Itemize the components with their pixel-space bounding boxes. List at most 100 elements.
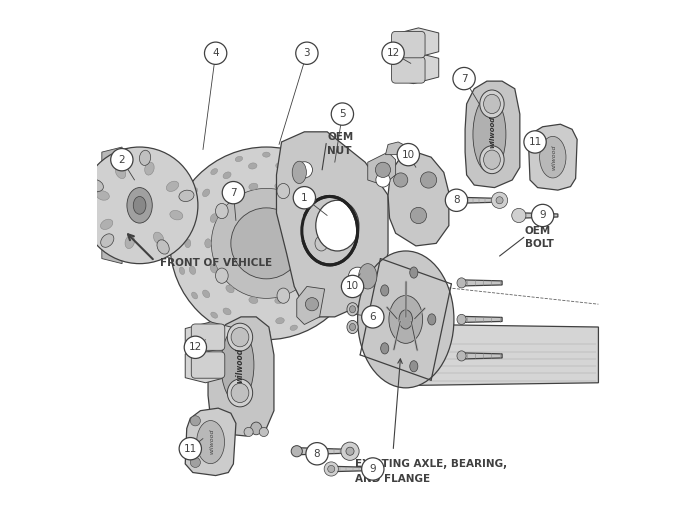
Ellipse shape xyxy=(358,251,454,388)
Text: 6: 6 xyxy=(370,312,376,322)
Ellipse shape xyxy=(335,188,341,195)
Polygon shape xyxy=(456,197,494,203)
Circle shape xyxy=(170,147,363,340)
Ellipse shape xyxy=(179,212,185,220)
Text: 3: 3 xyxy=(304,48,310,58)
Ellipse shape xyxy=(197,421,225,463)
Circle shape xyxy=(111,149,133,171)
Text: 5: 5 xyxy=(339,109,346,119)
Ellipse shape xyxy=(428,314,436,325)
Polygon shape xyxy=(186,322,231,352)
Ellipse shape xyxy=(315,312,322,318)
Ellipse shape xyxy=(399,310,412,329)
Polygon shape xyxy=(528,124,577,190)
Ellipse shape xyxy=(302,172,309,178)
Circle shape xyxy=(324,462,338,476)
Circle shape xyxy=(349,267,367,285)
Ellipse shape xyxy=(315,168,322,174)
Ellipse shape xyxy=(316,200,359,251)
Ellipse shape xyxy=(179,267,185,274)
Ellipse shape xyxy=(170,210,183,220)
Ellipse shape xyxy=(262,152,270,157)
Ellipse shape xyxy=(389,296,423,343)
Polygon shape xyxy=(388,152,449,246)
Circle shape xyxy=(375,162,391,177)
Ellipse shape xyxy=(97,191,109,200)
Text: 7: 7 xyxy=(230,188,237,198)
Ellipse shape xyxy=(457,278,466,288)
Circle shape xyxy=(341,442,359,460)
Circle shape xyxy=(179,438,202,460)
Ellipse shape xyxy=(231,328,249,347)
Ellipse shape xyxy=(202,290,210,298)
Text: 11: 11 xyxy=(528,137,542,147)
Text: NUT: NUT xyxy=(327,146,351,156)
Polygon shape xyxy=(186,347,231,383)
Circle shape xyxy=(305,298,318,311)
Ellipse shape xyxy=(275,183,284,190)
Polygon shape xyxy=(465,81,520,188)
Ellipse shape xyxy=(125,236,134,248)
Ellipse shape xyxy=(139,150,150,165)
Text: 8: 8 xyxy=(453,195,460,205)
Ellipse shape xyxy=(249,183,258,190)
Circle shape xyxy=(382,42,404,64)
Ellipse shape xyxy=(179,190,194,201)
Polygon shape xyxy=(297,448,345,455)
Text: AND FLANGE: AND FLANGE xyxy=(355,474,430,484)
Polygon shape xyxy=(525,213,558,218)
Circle shape xyxy=(293,187,316,209)
Ellipse shape xyxy=(157,240,169,254)
Ellipse shape xyxy=(101,219,113,230)
Polygon shape xyxy=(393,53,439,84)
Text: wilwood: wilwood xyxy=(209,428,215,454)
Ellipse shape xyxy=(381,343,388,354)
Ellipse shape xyxy=(221,329,254,402)
Ellipse shape xyxy=(211,312,218,318)
Circle shape xyxy=(376,173,390,187)
Ellipse shape xyxy=(302,308,309,315)
Polygon shape xyxy=(102,147,122,264)
Ellipse shape xyxy=(480,90,504,118)
Ellipse shape xyxy=(275,297,284,304)
Circle shape xyxy=(496,197,503,204)
Text: 10: 10 xyxy=(402,150,415,160)
FancyBboxPatch shape xyxy=(391,31,425,58)
Ellipse shape xyxy=(342,239,348,248)
Ellipse shape xyxy=(228,379,253,407)
Circle shape xyxy=(190,416,200,426)
Ellipse shape xyxy=(127,188,153,223)
Ellipse shape xyxy=(276,318,284,324)
Text: 8: 8 xyxy=(314,449,321,459)
Circle shape xyxy=(445,189,468,211)
Text: OEM: OEM xyxy=(327,132,354,142)
Text: 1: 1 xyxy=(301,193,308,203)
Circle shape xyxy=(531,204,554,227)
Polygon shape xyxy=(386,142,408,155)
Text: 2: 2 xyxy=(118,155,125,165)
Ellipse shape xyxy=(323,189,330,197)
Ellipse shape xyxy=(457,314,466,324)
Ellipse shape xyxy=(216,203,228,219)
Text: 7: 7 xyxy=(461,74,468,84)
Ellipse shape xyxy=(540,136,566,178)
Ellipse shape xyxy=(349,323,356,331)
FancyBboxPatch shape xyxy=(191,324,225,350)
Ellipse shape xyxy=(175,240,180,247)
Text: wilwood: wilwood xyxy=(489,116,495,148)
Text: FRONT OF VEHICLE: FRONT OF VEHICLE xyxy=(160,258,272,268)
Circle shape xyxy=(397,143,419,166)
Ellipse shape xyxy=(116,166,126,178)
Text: wilwood: wilwood xyxy=(235,347,244,383)
Ellipse shape xyxy=(299,285,307,293)
Ellipse shape xyxy=(337,212,344,221)
Ellipse shape xyxy=(410,360,418,372)
Ellipse shape xyxy=(167,181,178,192)
Circle shape xyxy=(184,336,206,358)
Polygon shape xyxy=(186,408,236,476)
Ellipse shape xyxy=(189,266,196,274)
Ellipse shape xyxy=(299,194,307,202)
Ellipse shape xyxy=(145,162,154,175)
Circle shape xyxy=(259,427,268,437)
Ellipse shape xyxy=(337,266,344,274)
